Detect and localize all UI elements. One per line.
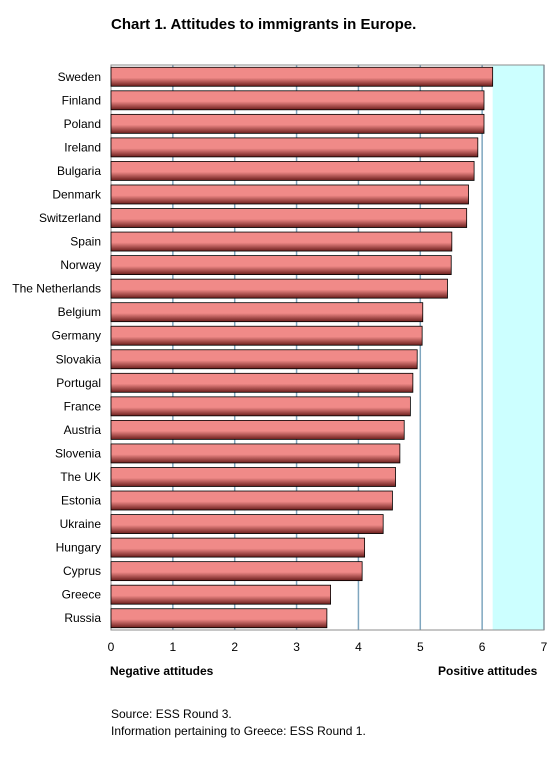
x-tick-label: 5 (417, 640, 424, 654)
category-label: The UK (60, 470, 101, 484)
bar-slovenia (110, 443, 401, 464)
category-label: France (64, 399, 102, 413)
category-label: Slovenia (55, 446, 101, 460)
bar-switzerland (110, 208, 468, 228)
category-label: Germany (52, 329, 101, 343)
chart-title: Chart 1. Attitudes to immigrants in Euro… (111, 16, 417, 33)
bar-finland (110, 90, 485, 111)
x-tick-label: 4 (355, 640, 362, 654)
category-label: Sweden (58, 70, 101, 84)
category-label: Hungary (56, 541, 101, 555)
category-label: Slovakia (56, 352, 102, 366)
bar-cyprus (110, 561, 363, 582)
bar-denmark (110, 184, 469, 205)
category-label: Denmark (52, 187, 102, 201)
category-label: Finland (62, 93, 101, 107)
x-tick-label: 2 (231, 640, 238, 654)
bar-slovakia (110, 349, 418, 370)
category-label: Norway (60, 258, 101, 272)
category-label: Ireland (64, 140, 101, 154)
bar-ukraine (110, 514, 384, 534)
category-label: Poland (64, 117, 101, 131)
bar-ireland (110, 137, 479, 158)
source-note: Source: ESS Round 3. Information pertain… (111, 706, 366, 740)
x-tick-label: 6 (479, 640, 486, 654)
category-label: Russia (64, 611, 101, 625)
bar-greece (110, 584, 331, 605)
bar-the-uk (110, 467, 396, 487)
bar-france (110, 396, 411, 417)
source-line: Source: ESS Round 3. (111, 707, 232, 721)
category-label: Ukraine (60, 517, 102, 531)
bar-bulgaria (110, 161, 475, 181)
x-tick-label: 3 (293, 640, 300, 654)
category-label: Cyprus (63, 564, 101, 578)
plot-border (110, 64, 545, 631)
bar-belgium (110, 302, 424, 323)
category-label: Greece (62, 588, 102, 602)
positive-attitudes-label: Positive attitudes (438, 664, 538, 678)
negative-attitudes-label: Negative attitudes (110, 664, 214, 678)
bar-poland (110, 113, 485, 134)
category-label: The Netherlands (12, 282, 101, 296)
greece-note-line: Information pertaining to Greece: ESS Ro… (111, 724, 366, 738)
bar-the-netherlands (110, 278, 448, 299)
bar-germany (110, 325, 423, 346)
bar-hungary (110, 537, 366, 558)
category-label: Bulgaria (57, 164, 101, 178)
category-label: Belgium (58, 305, 101, 319)
x-tick-label: 7 (541, 640, 548, 654)
category-label: Austria (64, 423, 102, 437)
bar-spain (110, 231, 453, 252)
bar-russia (110, 608, 328, 629)
category-label: Portugal (56, 376, 101, 390)
bar-estonia (110, 490, 393, 511)
bar-sweden (110, 66, 494, 87)
x-tick-label: 1 (170, 640, 177, 654)
category-label: Switzerland (39, 211, 101, 225)
bar-austria (110, 419, 405, 440)
x-tick-label: 0 (108, 640, 115, 654)
bar-portugal (110, 372, 414, 393)
plot-background-left (111, 65, 493, 630)
category-label: Estonia (61, 494, 101, 508)
bar-norway (110, 255, 452, 276)
category-label: Spain (70, 235, 101, 249)
